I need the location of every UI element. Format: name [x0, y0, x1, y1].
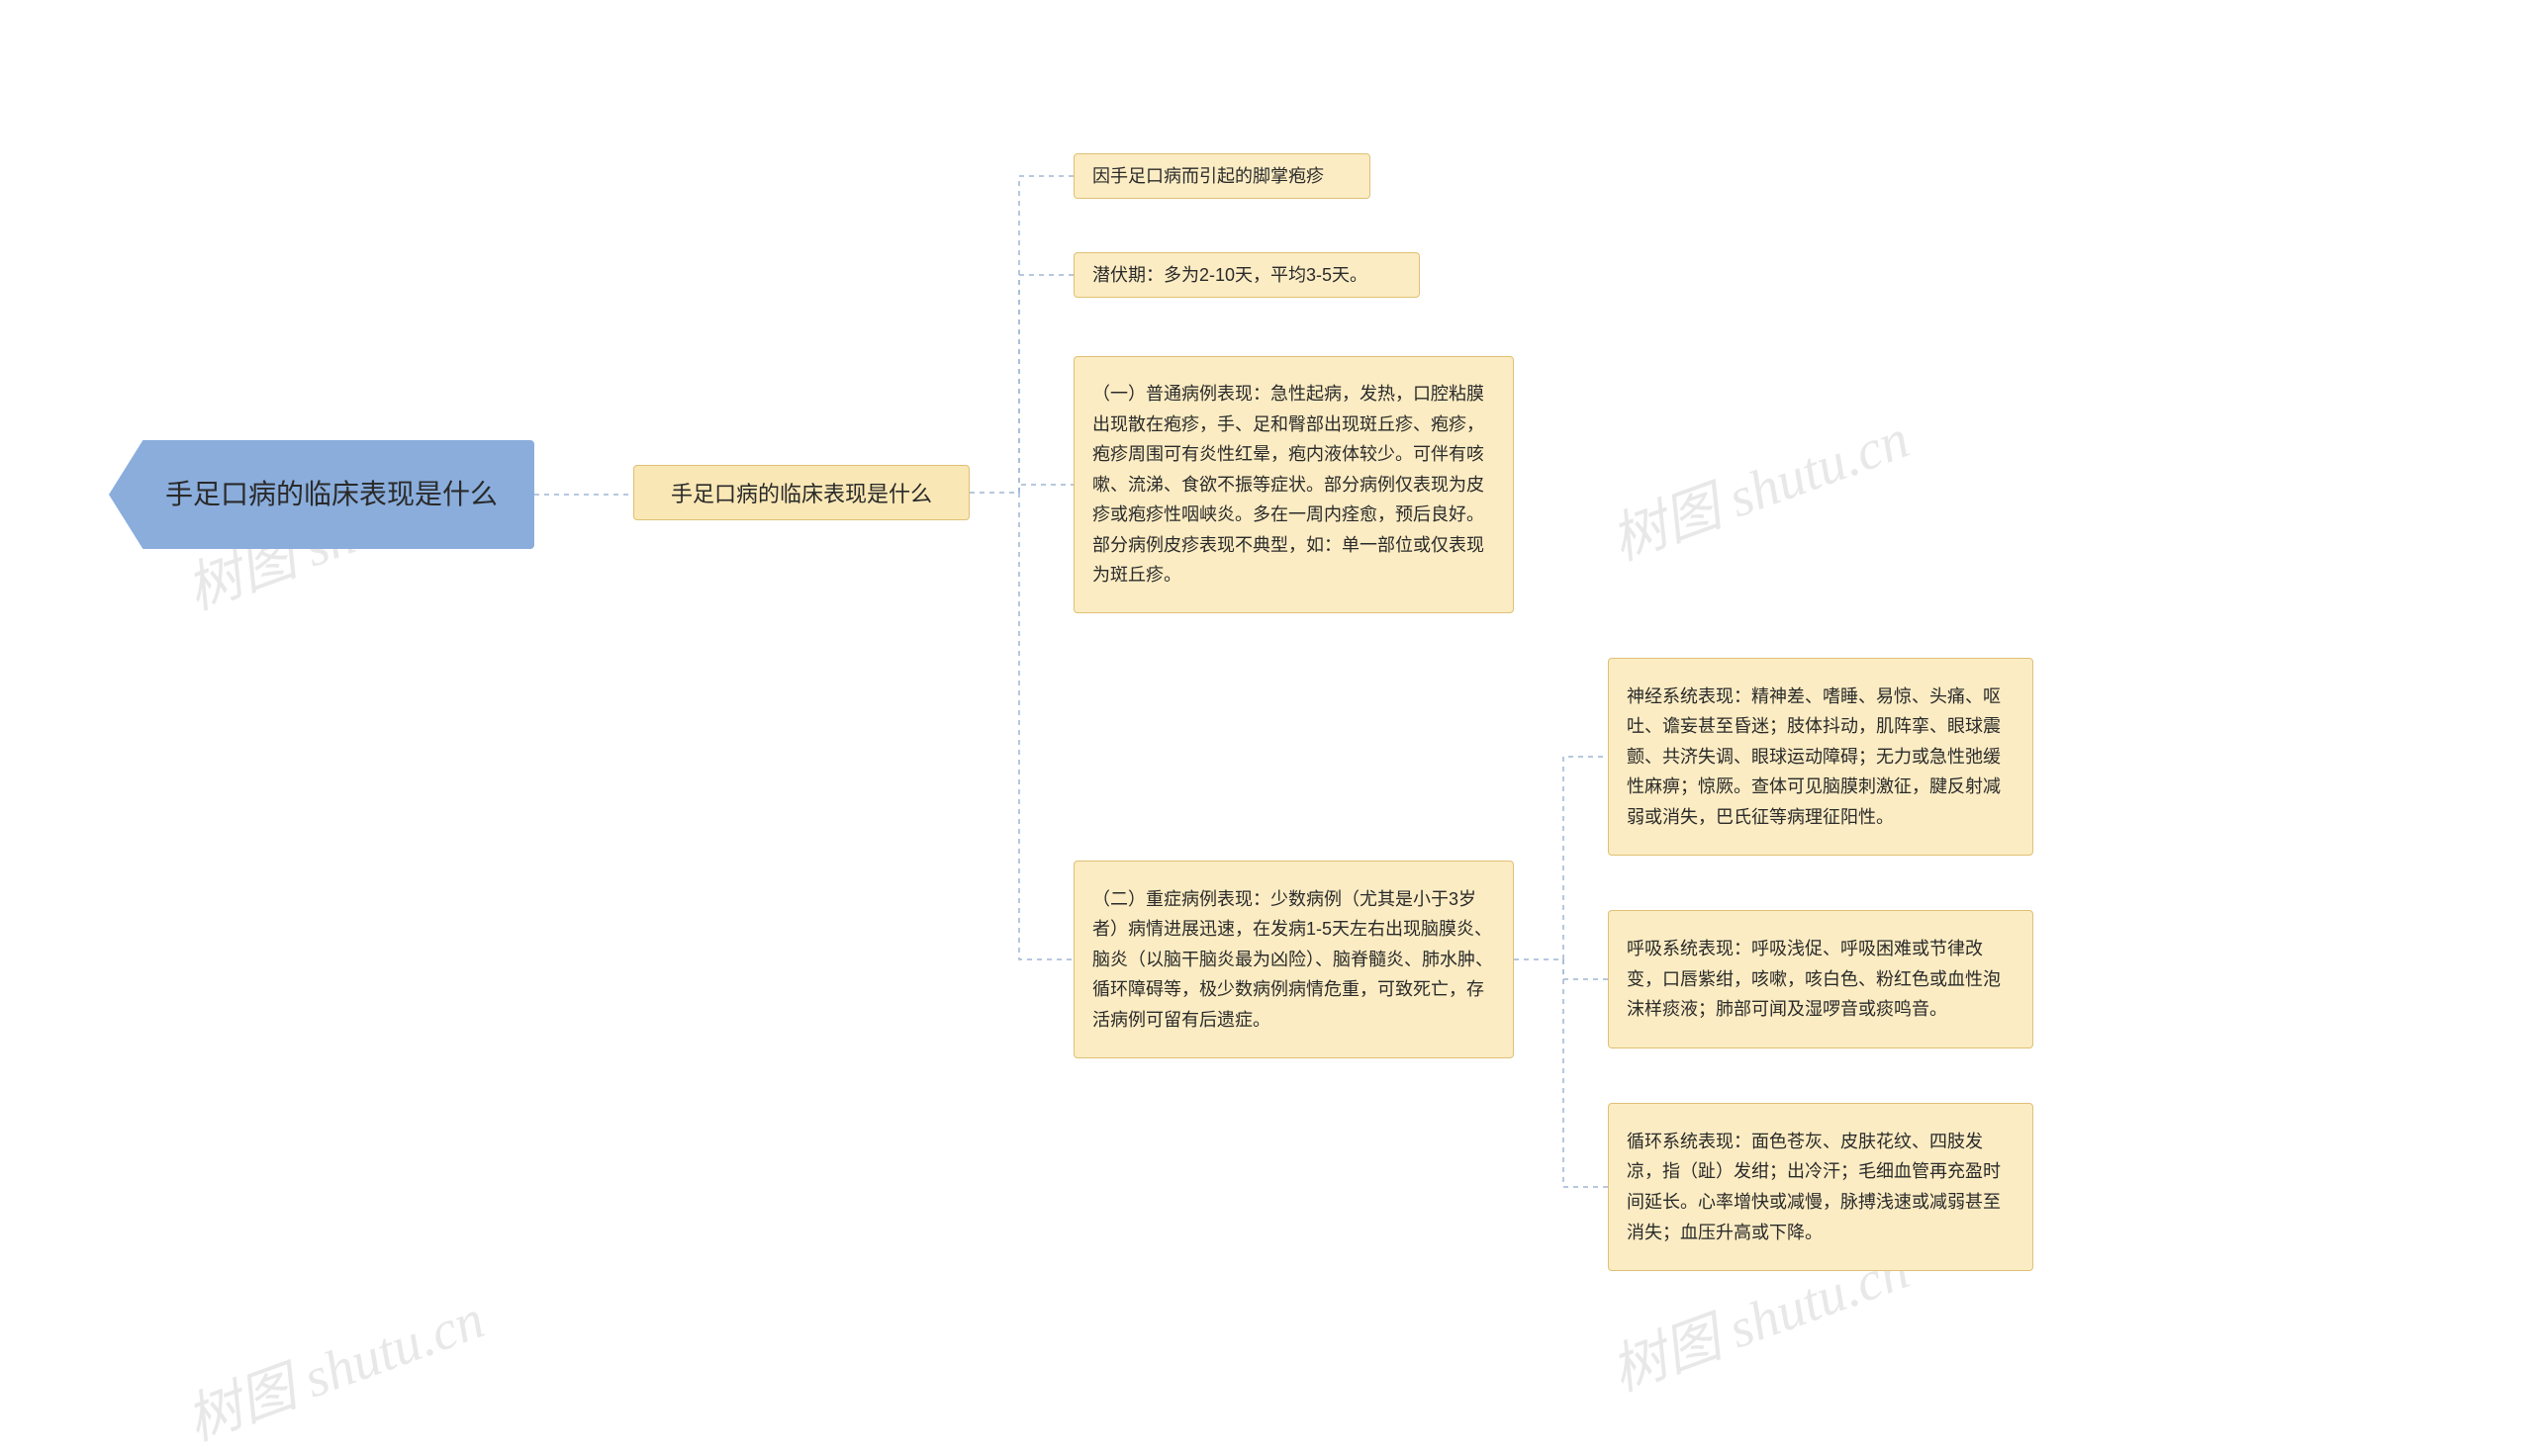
- level2-node-4[interactable]: （二）重症病例表现：少数病例（尤其是小于3岁者）病情进展迅速，在发病1-5天左右…: [1074, 861, 1514, 1058]
- connectors: [0, 0, 2533, 1400]
- node-label: 因手足口病而引起的脚掌疱疹: [1092, 161, 1324, 192]
- node-label: （二）重症病例表现：少数病例（尤其是小于3岁者）病情进展迅速，在发病1-5天左右…: [1092, 884, 1495, 1036]
- node-label: 循环系统表现：面色苍灰、皮肤花纹、四肢发凉，指（趾）发绀；出冷汗；毛细血管再充盈…: [1627, 1127, 2015, 1247]
- level1-node[interactable]: 手足口病的临床表现是什么: [633, 465, 970, 520]
- node-label: 神经系统表现：精神差、嗜睡、易惊、头痛、呕吐、谵妄甚至昏迷；肢体抖动，肌阵挛、眼…: [1627, 682, 2015, 833]
- watermark-3: 树图 shutu.cn: [174, 1275, 494, 1456]
- node-label: 潜伏期：多为2-10天，平均3-5天。: [1092, 260, 1367, 291]
- level1-label: 手足口病的临床表现是什么: [671, 477, 932, 508]
- root-label: 手足口病的临床表现是什么: [145, 474, 498, 515]
- level2-node-2[interactable]: 潜伏期：多为2-10天，平均3-5天。: [1074, 252, 1420, 298]
- root-node[interactable]: 手足口病的临床表现是什么: [109, 440, 534, 549]
- node-label: （一）普通病例表现：急性起病，发热，口腔粘膜出现散在疱疹，手、足和臀部出现斑丘疹…: [1092, 379, 1495, 591]
- level2-node-3[interactable]: （一）普通病例表现：急性起病，发热，口腔粘膜出现散在疱疹，手、足和臀部出现斑丘疹…: [1074, 356, 1514, 613]
- node-label: 呼吸系统表现：呼吸浅促、呼吸困难或节律改变，口唇紫绀，咳嗽，咳白色、粉红色或血性…: [1627, 934, 2015, 1025]
- level3-node-3[interactable]: 循环系统表现：面色苍灰、皮肤花纹、四肢发凉，指（趾）发绀；出冷汗；毛细血管再充盈…: [1608, 1103, 2033, 1271]
- watermark-2: 树图 shutu.cn: [1599, 395, 1919, 577]
- level2-node-1[interactable]: 因手足口病而引起的脚掌疱疹: [1074, 153, 1370, 199]
- level3-node-1[interactable]: 神经系统表现：精神差、嗜睡、易惊、头痛、呕吐、谵妄甚至昏迷；肢体抖动，肌阵挛、眼…: [1608, 658, 2033, 856]
- level3-node-2[interactable]: 呼吸系统表现：呼吸浅促、呼吸困难或节律改变，口唇紫绀，咳嗽，咳白色、粉红色或血性…: [1608, 910, 2033, 1048]
